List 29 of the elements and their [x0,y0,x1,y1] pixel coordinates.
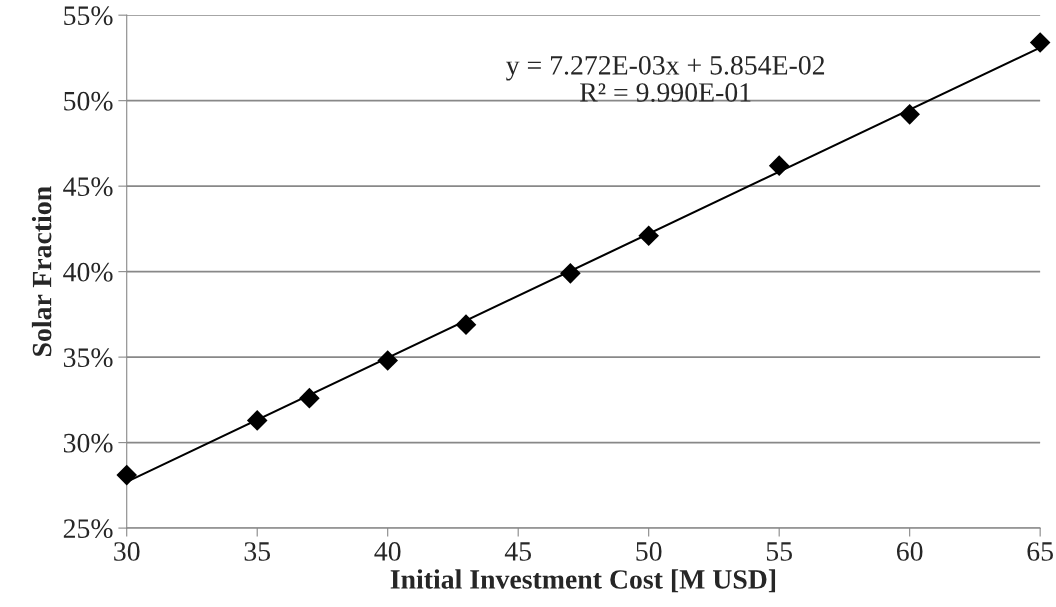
point [768,155,790,176]
x-tick-label: 30 [114,542,140,561]
y-tick-label: 40% [63,262,113,282]
y-tick-label: 30% [63,433,113,453]
x-tick-label: 65 [1027,542,1053,561]
x-tick-label: 40 [374,542,401,561]
x-tick-label: 50 [636,542,662,561]
point [899,104,920,125]
y-axis-title: Solar Fraction [31,186,52,356]
y-tick-label: 55% [64,6,113,26]
y-tick-label: 25% [63,519,113,539]
x-tick-label: 60 [896,542,923,561]
point [560,263,581,284]
x-tick-label: 35 [244,542,271,561]
point [116,464,138,486]
point [246,410,268,431]
x-axis-title: Initial Investment Cost [M USD] [390,569,776,593]
y-tick-label: 50% [64,91,113,111]
point [1029,32,1051,53]
point [455,314,477,335]
point [638,225,659,247]
annotation: y = 7.272E-03x + 5.854E-02 [506,55,825,81]
point [377,350,398,371]
y-tick-label: 35% [63,348,113,368]
x-tick-label: 45 [504,542,531,561]
y-tick-label: 45% [63,177,113,197]
x-tick-label: 55 [766,542,792,561]
point [299,387,320,409]
annotation: R² = 9.990E-01 [580,83,751,102]
